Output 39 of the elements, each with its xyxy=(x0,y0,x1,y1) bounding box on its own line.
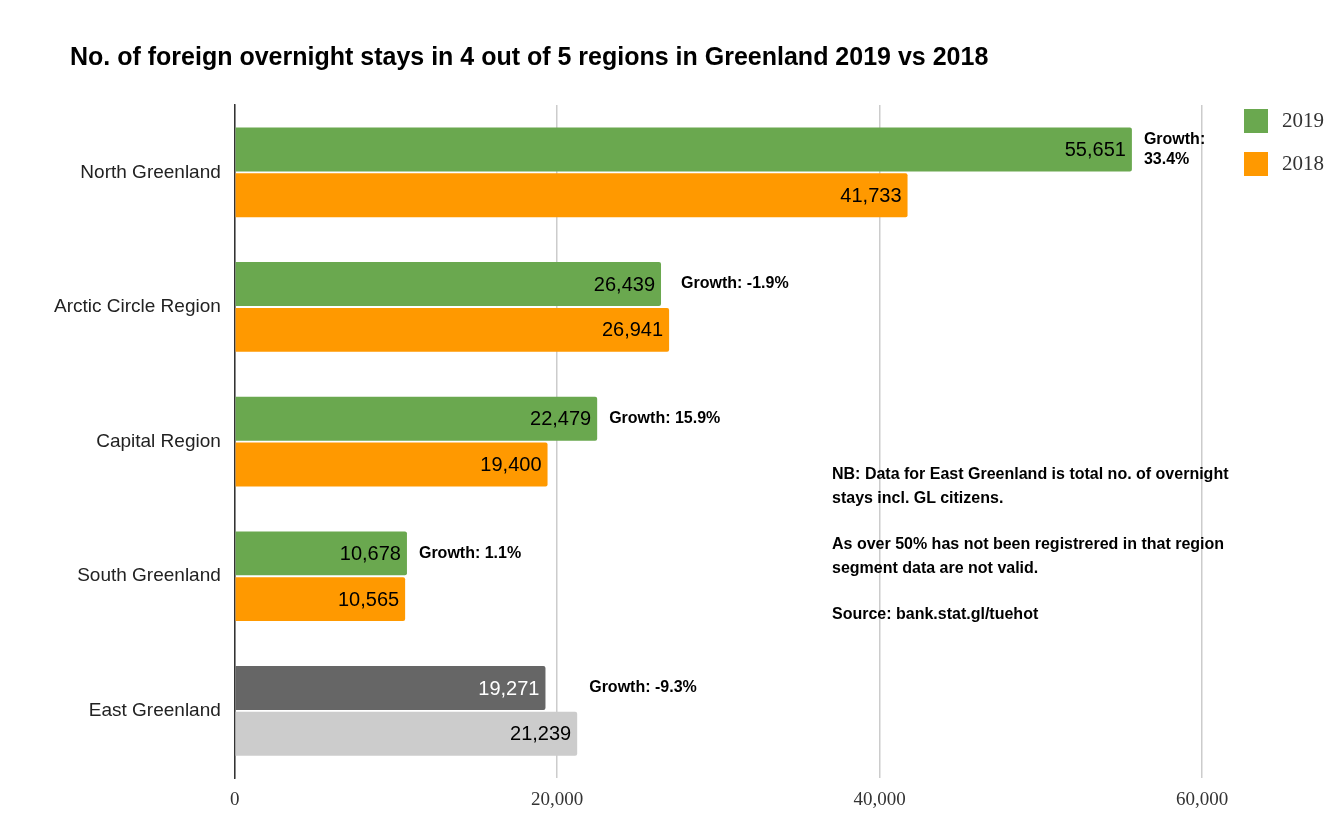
bar xyxy=(235,577,406,622)
x-tick-label: 60,000 xyxy=(1175,787,1229,809)
bar xyxy=(235,396,598,441)
data-label: 10,678 xyxy=(339,541,401,564)
y-tick-label: South Greenland xyxy=(77,564,221,586)
bar xyxy=(235,262,662,307)
data-label: 26,439 xyxy=(593,272,656,295)
data-label: 21,239 xyxy=(510,722,572,745)
bar xyxy=(235,666,546,710)
y-tick-label: Capital Region xyxy=(96,429,221,451)
data-label: 10,565 xyxy=(337,587,400,610)
data-label: 41,733 xyxy=(840,183,902,206)
data-label: 26,941 xyxy=(601,318,664,341)
x-tick-label: 20,000 xyxy=(531,787,584,809)
annotation: NB: Data for East Greenland is total no. of overnight stays incl. GL citizens. xyxy=(832,464,1230,508)
bar xyxy=(235,173,908,218)
bar xyxy=(235,127,1132,172)
data-label: 19,400 xyxy=(480,453,542,475)
bar xyxy=(235,307,670,352)
bar xyxy=(235,442,548,487)
x-tick-label: 0 xyxy=(230,787,240,809)
legend-label: 2019 xyxy=(1282,108,1324,133)
legend-label: 2018 xyxy=(1282,151,1324,176)
annotation: Growth: 15.9% xyxy=(609,409,721,427)
annotation: Source: bank.stat.gl/tuehot xyxy=(832,604,1040,624)
data-label: 22,479 xyxy=(530,407,592,430)
data-label: 55,651 xyxy=(1064,137,1126,160)
annotation: Growth: -9.3% xyxy=(589,678,697,696)
bar xyxy=(235,531,407,576)
annotation: As over 50% has not been registrered in that region segment data are not valid. xyxy=(832,534,1226,578)
data-label: 19,271 xyxy=(478,676,540,699)
y-tick-label: Arctic Circle Region xyxy=(54,295,221,317)
annotation: Growth: 1.1% xyxy=(418,543,522,561)
y-tick-label: East Greenland xyxy=(88,699,221,721)
annotation: Growth: 33.4% xyxy=(1143,129,1206,167)
annotation: Growth: -1.9% xyxy=(681,274,789,292)
y-tick-label: North Greenland xyxy=(80,160,221,182)
x-tick-label: 40,000 xyxy=(853,787,906,809)
chart-title: No. of foreign overnight stays in 4 out of 5 regions in Greenland 2019 vs 2018 xyxy=(70,42,989,71)
